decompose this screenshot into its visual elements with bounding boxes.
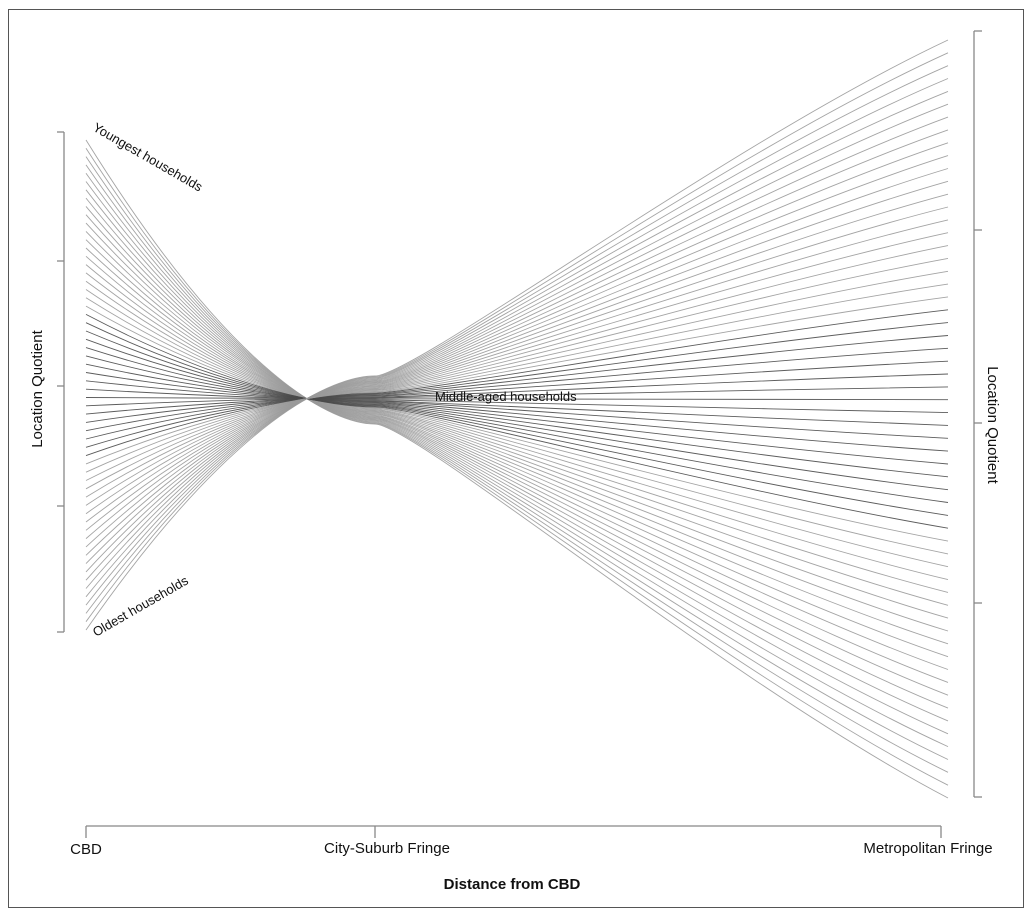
series-line — [85, 347, 949, 478]
series-line — [85, 322, 949, 448]
series-line — [85, 245, 949, 498]
x-tick-label-metro: Metropolitan Fringe — [863, 840, 992, 857]
series-line — [85, 372, 949, 439]
series-line — [85, 363, 949, 452]
series-line — [85, 65, 949, 614]
series-line — [85, 206, 949, 523]
series-line — [85, 116, 949, 581]
series-line — [85, 181, 949, 735]
series-line — [85, 164, 949, 760]
series-lines — [85, 39, 949, 799]
series-line — [85, 330, 949, 503]
series-line — [85, 214, 949, 683]
series-line — [85, 239, 949, 645]
series-line — [85, 189, 949, 722]
series-line — [85, 129, 949, 573]
series-line — [85, 172, 949, 748]
series-line — [85, 270, 949, 481]
series-line — [85, 155, 949, 556]
series-line — [85, 39, 949, 631]
series-line — [85, 231, 949, 658]
series-line — [85, 309, 949, 457]
series-line — [85, 322, 949, 516]
series-line — [85, 296, 949, 465]
x-tick-label-cbd: CBD — [70, 841, 102, 858]
series-line — [85, 156, 949, 773]
series-line — [85, 386, 949, 407]
annotation-middle: Middle-aged households — [435, 389, 577, 404]
series-line — [85, 360, 949, 423]
series-line — [85, 148, 949, 786]
series-line — [85, 247, 949, 632]
x-tick-label-city-suburb: City-Suburb Fringe — [324, 840, 450, 857]
series-line — [85, 388, 949, 414]
series-line — [85, 280, 949, 581]
chart-frame — [8, 9, 1024, 908]
series-line — [85, 314, 949, 529]
series-line — [85, 90, 949, 598]
series-line — [85, 193, 949, 531]
series-line — [85, 257, 949, 490]
series-line — [85, 297, 949, 555]
annotation-oldest: Oldest households — [90, 573, 191, 640]
left-y-axis — [57, 131, 65, 633]
series-line — [85, 168, 949, 548]
right-y-axis — [973, 30, 982, 798]
series-line — [85, 347, 949, 432]
series-line — [85, 335, 949, 440]
series-line — [85, 305, 949, 542]
left-y-axis-title: Location Quotient — [29, 329, 46, 447]
series-line — [85, 264, 949, 606]
series-line — [85, 289, 949, 568]
series-line — [85, 355, 949, 465]
series-line — [85, 206, 949, 696]
x-axis — [85, 825, 942, 838]
series-line — [85, 103, 949, 589]
series-line — [85, 397, 949, 401]
series-line — [85, 283, 949, 473]
series-line — [85, 142, 949, 564]
right-y-axis-title: Location Quotient — [984, 366, 1001, 484]
series-line — [85, 219, 949, 515]
series-line — [85, 255, 949, 619]
series-line — [85, 197, 949, 709]
annotation-youngest: Youngest households — [91, 120, 206, 195]
series-line — [85, 380, 949, 426]
series-line — [85, 232, 949, 506]
x-axis-title: Distance from CBD — [444, 876, 581, 893]
series-line — [85, 272, 949, 593]
series-line — [85, 180, 949, 539]
series-line — [85, 222, 949, 670]
series-line — [85, 78, 949, 606]
series-line — [85, 338, 949, 491]
series-line — [85, 52, 949, 622]
series-line — [85, 373, 949, 415]
series-line — [85, 139, 949, 799]
